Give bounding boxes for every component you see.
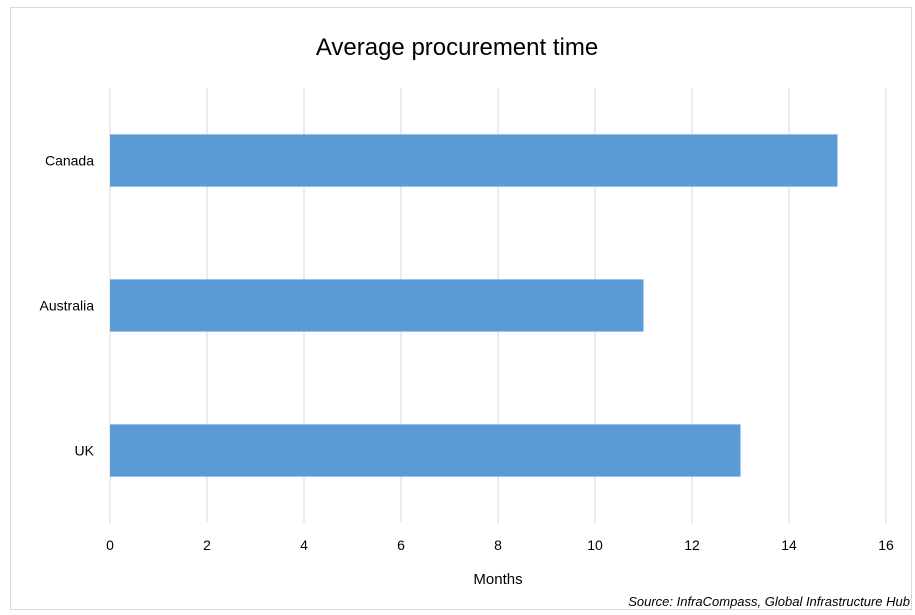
source-note: Source: InfraCompass, Global Infrastruct… (628, 594, 910, 609)
chart-title: Average procurement time (316, 34, 598, 61)
x-axis-label: Months (473, 571, 522, 588)
bar-uk (110, 424, 741, 477)
x-tick-6: 6 (397, 537, 405, 553)
x-tick-2: 2 (203, 537, 211, 553)
bar-australia (110, 279, 644, 332)
category-label-uk: UK (75, 443, 95, 459)
bars (110, 134, 838, 477)
x-tick-labels: 0 2 4 6 8 10 12 14 16 (106, 537, 894, 553)
x-tick-16: 16 (878, 537, 894, 553)
x-tick-12: 12 (684, 537, 700, 553)
x-tick-8: 8 (494, 537, 502, 553)
category-label-australia: Australia (40, 298, 95, 314)
x-tick-4: 4 (300, 537, 308, 553)
x-tick-10: 10 (587, 537, 603, 553)
x-tick-14: 14 (781, 537, 797, 553)
bar-canada (110, 134, 838, 187)
category-labels: Canada Australia UK (40, 153, 95, 459)
x-tick-0: 0 (106, 537, 114, 553)
category-label-canada: Canada (45, 153, 94, 169)
